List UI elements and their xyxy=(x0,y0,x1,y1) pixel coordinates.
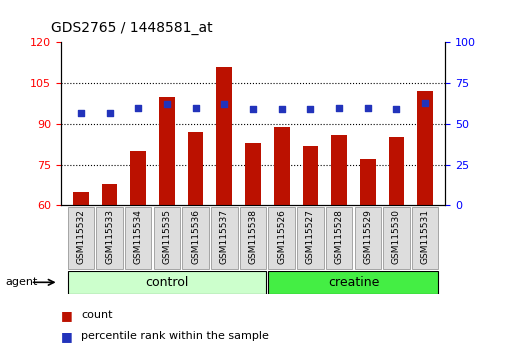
Text: count: count xyxy=(81,310,112,320)
Text: GDS2765 / 1448581_at: GDS2765 / 1448581_at xyxy=(50,21,212,35)
FancyBboxPatch shape xyxy=(96,207,123,269)
Bar xyxy=(73,192,88,205)
Bar xyxy=(159,97,174,205)
Text: GSM115536: GSM115536 xyxy=(191,209,199,264)
FancyBboxPatch shape xyxy=(354,207,380,269)
Text: percentile rank within the sample: percentile rank within the sample xyxy=(81,331,268,341)
FancyBboxPatch shape xyxy=(154,207,180,269)
FancyBboxPatch shape xyxy=(268,207,294,269)
Point xyxy=(248,107,257,112)
Bar xyxy=(187,132,203,205)
Bar xyxy=(130,151,146,205)
FancyBboxPatch shape xyxy=(382,207,409,269)
FancyBboxPatch shape xyxy=(411,207,437,269)
Point xyxy=(363,105,371,110)
Text: GSM115535: GSM115535 xyxy=(162,209,171,264)
Point xyxy=(334,105,342,110)
FancyBboxPatch shape xyxy=(239,207,266,269)
Text: ■: ■ xyxy=(61,309,72,321)
Point xyxy=(191,105,199,110)
FancyBboxPatch shape xyxy=(268,271,437,294)
Bar xyxy=(331,135,346,205)
Text: GSM115538: GSM115538 xyxy=(248,209,257,264)
Point xyxy=(163,102,171,107)
Text: GSM115533: GSM115533 xyxy=(105,209,114,264)
Bar xyxy=(216,67,232,205)
Text: GSM115527: GSM115527 xyxy=(306,209,314,264)
Bar xyxy=(244,143,261,205)
Text: GSM115531: GSM115531 xyxy=(420,209,429,264)
Point xyxy=(392,107,400,112)
Text: GSM115534: GSM115534 xyxy=(133,209,142,264)
Point xyxy=(105,110,113,115)
Bar xyxy=(359,159,375,205)
Text: agent: agent xyxy=(5,277,37,287)
Bar xyxy=(388,137,403,205)
Text: GSM115526: GSM115526 xyxy=(277,209,286,264)
FancyBboxPatch shape xyxy=(68,207,94,269)
Bar xyxy=(273,127,289,205)
Text: creatine: creatine xyxy=(327,276,378,289)
Bar xyxy=(102,184,117,205)
Point xyxy=(77,110,85,115)
Text: control: control xyxy=(145,276,188,289)
Text: GSM115530: GSM115530 xyxy=(391,209,400,264)
Text: GSM115532: GSM115532 xyxy=(76,209,85,264)
Point xyxy=(220,102,228,107)
Point xyxy=(134,105,142,110)
Text: ■: ■ xyxy=(61,330,72,343)
Bar xyxy=(302,145,318,205)
Text: GSM115528: GSM115528 xyxy=(334,209,343,264)
FancyBboxPatch shape xyxy=(296,207,323,269)
Text: GSM115529: GSM115529 xyxy=(363,209,372,264)
Point xyxy=(420,100,428,105)
FancyBboxPatch shape xyxy=(125,207,151,269)
Text: GSM115537: GSM115537 xyxy=(219,209,228,264)
Point xyxy=(277,107,285,112)
FancyBboxPatch shape xyxy=(325,207,351,269)
FancyBboxPatch shape xyxy=(68,271,266,294)
FancyBboxPatch shape xyxy=(182,207,209,269)
FancyBboxPatch shape xyxy=(211,207,237,269)
Point xyxy=(306,107,314,112)
Bar xyxy=(417,91,432,205)
